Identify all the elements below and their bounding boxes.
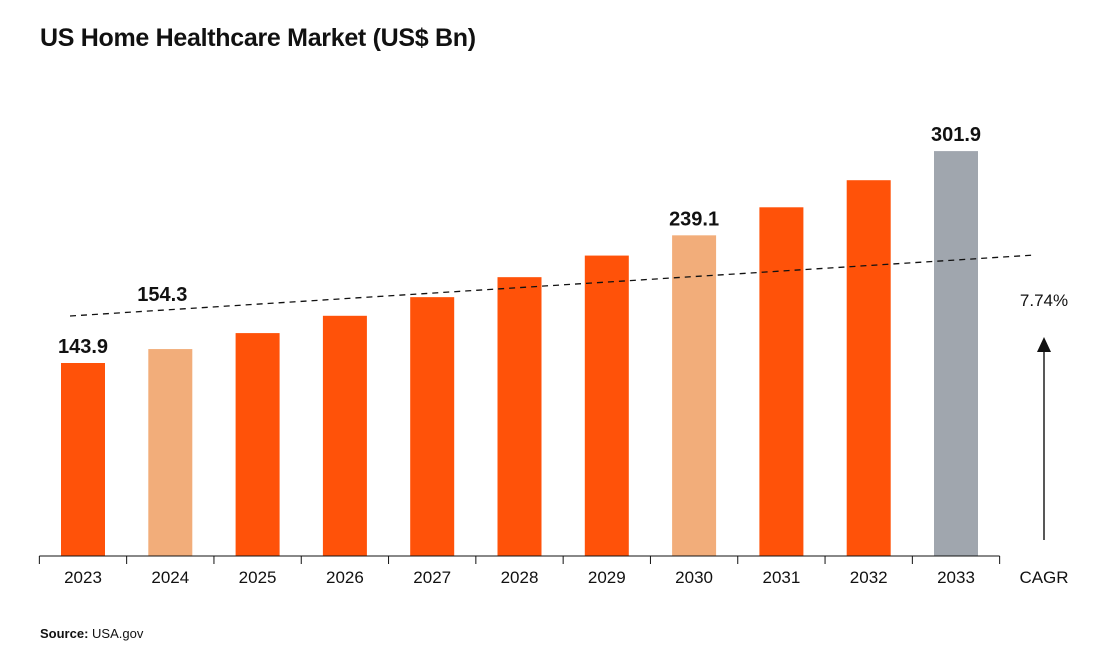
source-label: Source: xyxy=(40,626,89,641)
bar-2027 xyxy=(410,297,455,556)
bar-2030 xyxy=(672,235,717,556)
bar-2031 xyxy=(759,207,804,556)
bar-2033 xyxy=(934,151,978,556)
source-note: Source: USA.gov xyxy=(40,626,143,641)
bars-layer xyxy=(61,151,978,557)
cagr-value: 7.74% xyxy=(1020,291,1068,310)
x-axis-ticks: 2023 2024 2025 2026 2027 2028 2029 2030 2031 2032… xyxy=(38,556,1001,587)
x-tick-label-2025: 2025 xyxy=(239,568,277,587)
cagr-arrow-up-icon xyxy=(1037,337,1051,352)
x-tick-label-2027: 2027 xyxy=(413,568,451,587)
x-tick-label-2029: 2029 xyxy=(588,568,626,587)
trend-line xyxy=(69,254,1036,317)
source-text: USA.gov xyxy=(92,626,144,641)
bar-2029 xyxy=(584,255,629,556)
data-label-2030: 239.1 xyxy=(669,208,719,230)
bar-2023 xyxy=(61,363,105,556)
x-tick-label-2024: 2024 xyxy=(151,568,189,587)
x-tick-label-2030: 2030 xyxy=(675,568,713,587)
x-tick-label-2026: 2026 xyxy=(326,568,364,587)
cagr-label: CAGR xyxy=(1019,568,1068,587)
cagr-indicator: 7.74% CAGR xyxy=(1019,291,1068,587)
bar-2024 xyxy=(148,349,193,556)
data-label-2033: 301.9 xyxy=(931,124,981,146)
bar-2025 xyxy=(235,333,280,556)
data-labels-layer: 143.9 154.3 239.1 301.9 xyxy=(58,124,981,358)
bar-2026 xyxy=(322,315,367,556)
x-tick-label-2028: 2028 xyxy=(501,568,539,587)
bar-2028 xyxy=(497,277,542,556)
bar-2032 xyxy=(846,180,891,557)
data-label-2024: 154.3 xyxy=(137,284,187,306)
x-tick-label-2032: 2032 xyxy=(850,568,888,587)
x-tick-label-2023: 2023 xyxy=(64,568,102,587)
x-tick-label-2031: 2031 xyxy=(762,568,800,587)
chart-title: US Home Healthcare Market (US$ Bn) xyxy=(40,24,476,52)
x-tick-label-2033: 2033 xyxy=(937,568,975,587)
data-label-2023: 143.9 xyxy=(58,336,108,358)
